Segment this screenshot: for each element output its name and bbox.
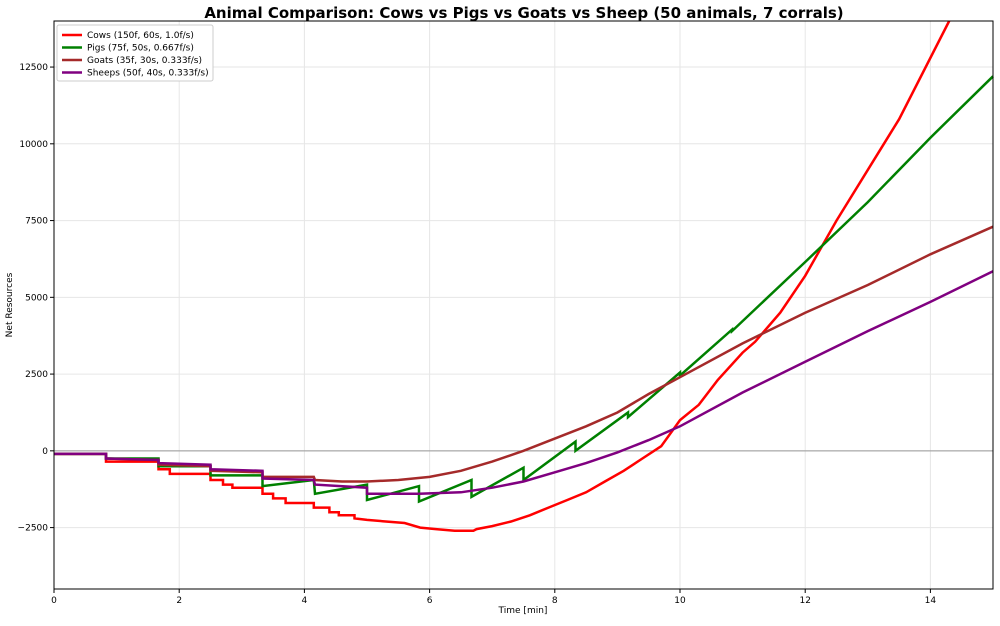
y-tick-label: 12500 bbox=[19, 63, 48, 73]
x-tick-label: 10 bbox=[674, 596, 686, 606]
legend-label-1: Pigs (75f, 50s, 0.667f/s) bbox=[87, 44, 194, 54]
legend-box bbox=[56, 24, 214, 82]
x-tick-label: 14 bbox=[925, 596, 937, 606]
y-tick-label: −2500 bbox=[18, 524, 49, 534]
x-tick-label: 8 bbox=[552, 596, 558, 606]
x-tick-label: 0 bbox=[51, 596, 57, 606]
chart-title: Animal Comparison: Cows vs Pigs vs Goats… bbox=[204, 4, 843, 22]
legend-label-2: Goats (35f, 30s, 0.333f/s) bbox=[87, 56, 202, 66]
series-line-3 bbox=[54, 270, 994, 496]
y-axis-label: Net Resources bbox=[5, 272, 15, 337]
series-layer bbox=[54, 20, 994, 532]
y-axis-ticks: −2500 0 2500 5000 7500 10000 12500 bbox=[18, 63, 54, 534]
x-axis-ticks: 0 2 4 6 8 10 12 14 bbox=[51, 589, 936, 606]
y-tick-label: 7500 bbox=[25, 217, 48, 227]
legend-label-0: Cows (150f, 60s, 1.0f/s) bbox=[87, 31, 194, 41]
grid bbox=[53, 21, 993, 589]
series-line-1 bbox=[54, 75, 994, 504]
legend-label-3: Sheeps (50f, 40s, 0.333f/s) bbox=[87, 69, 209, 79]
y-tick-label: 2500 bbox=[25, 370, 48, 380]
x-tick-label: 12 bbox=[799, 596, 810, 606]
series-line-2 bbox=[54, 225, 994, 483]
y-tick-label: 5000 bbox=[25, 293, 48, 303]
x-tick-label: 4 bbox=[302, 596, 308, 606]
x-axis-label: Time [min] bbox=[498, 606, 548, 616]
y-tick-label: 0 bbox=[42, 447, 48, 457]
series-line-0 bbox=[54, 20, 951, 532]
x-tick-label: 6 bbox=[427, 596, 433, 606]
x-tick-label: 2 bbox=[176, 596, 182, 606]
y-tick-label: 10000 bbox=[19, 140, 48, 150]
plot-frame bbox=[53, 20, 994, 590]
legend: Cows (150f, 60s, 1.0f/s) Pigs (75f, 50s, … bbox=[56, 24, 214, 82]
